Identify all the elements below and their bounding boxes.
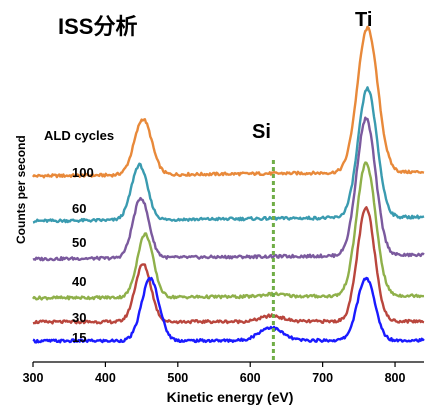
annotation-si: Si — [252, 121, 271, 143]
series-line-30 — [32, 206, 425, 325]
series-layer — [31, 25, 425, 344]
series-line-50 — [32, 116, 425, 262]
cycle-label-30: 30 — [72, 310, 86, 325]
series-line-40 — [31, 161, 425, 301]
series-line-100 — [32, 25, 425, 179]
x-tick-label: 700 — [312, 371, 333, 385]
x-tick-label: 400 — [95, 371, 116, 385]
annotation-ti: Ti — [355, 9, 372, 31]
cycle-label-100: 100 — [72, 165, 94, 180]
x-tick-label: 500 — [167, 371, 188, 385]
legend-title: ALD cycles — [44, 128, 114, 143]
series-line-60 — [32, 86, 425, 224]
x-tick-label: 600 — [240, 371, 261, 385]
chart-title: ISS分析 — [58, 14, 137, 39]
x-tick-label: 800 — [385, 371, 406, 385]
x-ticks: 300 400 500 600 700 800 — [23, 362, 406, 385]
cycle-label-50: 50 — [72, 235, 86, 250]
cycle-labels: 100 60 50 40 30 15 — [72, 165, 94, 345]
y-axis-label: Counts per second — [14, 135, 28, 244]
x-axis-label: Kinetic energy (eV) — [167, 389, 294, 405]
cycle-label-15: 15 — [72, 330, 86, 345]
x-tick-label: 300 — [23, 371, 44, 385]
cycle-label-40: 40 — [72, 274, 86, 289]
cycle-label-60: 60 — [72, 201, 86, 216]
series-line-15 — [32, 276, 425, 344]
